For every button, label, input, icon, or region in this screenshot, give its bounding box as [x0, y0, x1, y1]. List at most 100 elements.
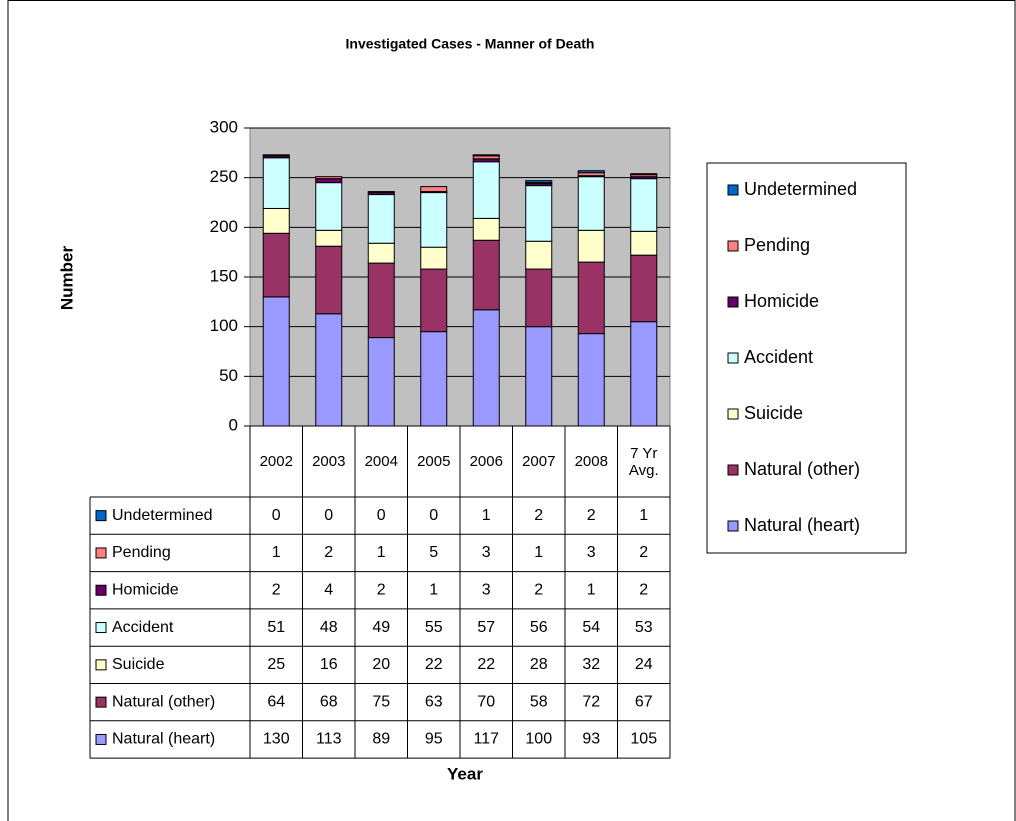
legend-label: Suicide	[744, 403, 803, 423]
table-cell: 1	[272, 544, 281, 561]
table-cell: 51	[267, 619, 285, 636]
table-legend-key	[95, 510, 107, 522]
table-cell: 4	[324, 581, 333, 598]
legend-key	[727, 296, 739, 308]
table-legend-key	[95, 622, 107, 634]
bar-segment	[630, 173, 658, 176]
bar-segment	[315, 245, 343, 315]
bar-segment	[420, 192, 448, 248]
table-cell: 22	[425, 656, 443, 673]
table-row-label: Natural (other)	[112, 693, 215, 710]
table-legend-key	[95, 547, 107, 559]
bar-segment	[577, 170, 605, 174]
bar-segment	[577, 176, 605, 231]
table-row-label: Pending	[112, 544, 171, 561]
table-cell: 32	[582, 656, 600, 673]
y-tick-label: 100	[210, 316, 238, 335]
table-cell: 24	[635, 656, 653, 673]
table-cell: 70	[477, 693, 495, 710]
table-cell: 3	[482, 544, 491, 561]
bar-segment	[577, 261, 605, 335]
table-cell: 100	[525, 731, 552, 748]
table-cell: 1	[482, 507, 491, 524]
bar-segment	[525, 180, 553, 184]
y-axis-label: Number	[57, 246, 76, 311]
y-tick-label: 150	[210, 266, 238, 285]
bar-segment	[262, 154, 290, 157]
legend-label: Natural (other)	[744, 459, 860, 479]
table-cell: 2	[272, 581, 281, 598]
legend-label: Pending	[744, 235, 810, 255]
table-cell: 1	[429, 581, 438, 598]
table-cell: 130	[263, 731, 290, 748]
table-cell: 49	[372, 619, 390, 636]
bar-segment	[472, 161, 500, 219]
bar-segment	[315, 229, 343, 247]
table-cell: 68	[320, 693, 338, 710]
legend-label: Undetermined	[744, 179, 857, 199]
y-tick-label: 0	[229, 415, 238, 434]
table-cell: 67	[635, 693, 653, 710]
table-cell: 2	[587, 507, 596, 524]
table-cell: 2	[639, 544, 648, 561]
table-cell: 53	[635, 619, 653, 636]
bar-segment	[525, 326, 553, 427]
bar-segment	[367, 242, 395, 264]
bar-segment	[420, 186, 448, 193]
legend-key	[727, 408, 739, 420]
x-axis-label: Year	[447, 764, 483, 783]
table-cell: 0	[377, 507, 386, 524]
table-cell: 58	[530, 693, 548, 710]
bar-segment	[367, 337, 395, 427]
bar-segment	[577, 333, 605, 427]
table-cell: 56	[530, 619, 548, 636]
table-cell: 2	[639, 581, 648, 598]
table-cell: 1	[377, 544, 386, 561]
bar-segment	[262, 207, 290, 234]
x-tick-label: 2005	[417, 453, 451, 470]
bar-segment	[472, 217, 500, 241]
x-tick-label: 2004	[364, 453, 398, 470]
table-row-label: Homicide	[112, 581, 179, 598]
table-cell: 2	[534, 507, 543, 524]
table-cell: 5	[429, 544, 438, 561]
bar-segment	[367, 194, 395, 244]
table-cell: 2	[324, 544, 333, 561]
table-cell: 0	[429, 507, 438, 524]
table-cell: 64	[267, 693, 285, 710]
legend-key	[727, 184, 739, 196]
bar-segment	[420, 331, 448, 427]
table-cell: 117	[473, 731, 499, 748]
bar-segment	[630, 321, 658, 427]
table-cell: 22	[477, 656, 495, 673]
bar-segment	[315, 176, 343, 180]
legend-key	[727, 352, 739, 364]
legend-label: Homicide	[744, 291, 819, 311]
legend-key	[727, 240, 739, 252]
table-cell: 28	[530, 656, 548, 673]
table-cell: 105	[630, 731, 657, 748]
table-row-label: Undetermined	[112, 507, 213, 524]
table-cell: 3	[587, 544, 596, 561]
table-cell: 1	[534, 544, 543, 561]
legend-label: Accident	[744, 347, 813, 367]
chart-title: Investigated Cases - Manner of Death	[346, 36, 595, 52]
table-cell: 57	[477, 619, 495, 636]
table-legend-key	[95, 733, 107, 745]
table-cell: 25	[267, 656, 285, 673]
table-legend-key	[95, 584, 107, 596]
table-legend-key	[95, 696, 107, 708]
table-cell: 20	[372, 656, 390, 673]
x-tick-label: 2006	[469, 453, 503, 470]
y-tick-label: 300	[210, 117, 238, 136]
bar-segment	[525, 185, 553, 242]
bar-segment	[315, 182, 343, 231]
table-cell: 113	[316, 731, 342, 748]
bar-segment	[262, 232, 290, 298]
x-tick-label: 2003	[312, 453, 346, 470]
table-row-label: Suicide	[112, 656, 165, 673]
table-cell: 54	[582, 619, 600, 636]
table-cell: 93	[582, 731, 600, 748]
